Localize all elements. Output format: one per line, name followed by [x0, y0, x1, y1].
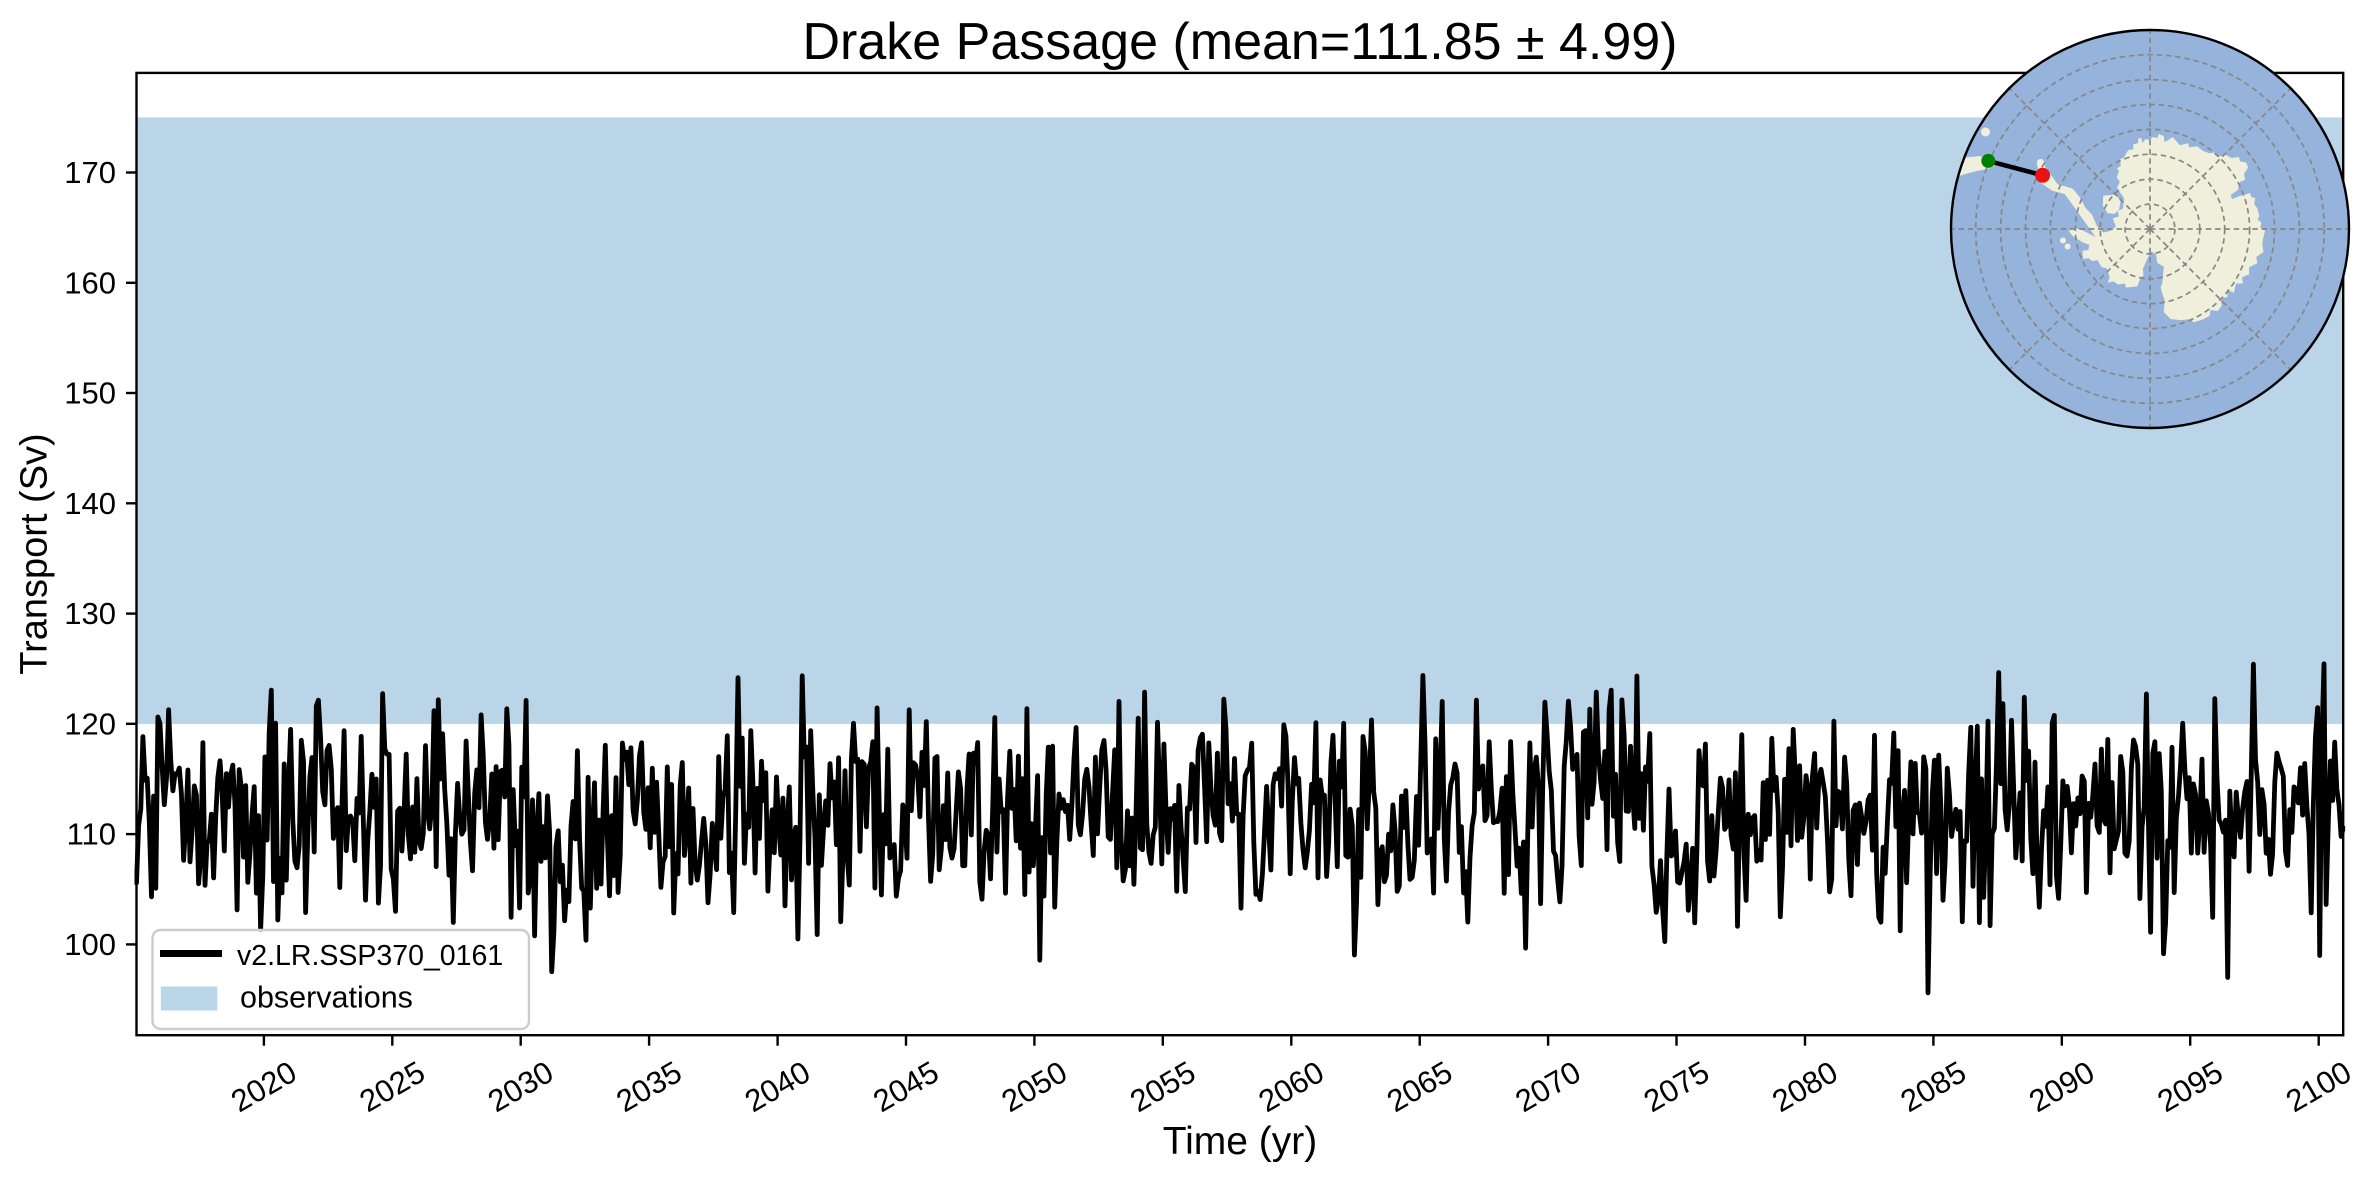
- svg-text:Drake Passage (mean=111.85 ± 4: Drake Passage (mean=111.85 ± 4.99): [802, 13, 1677, 71]
- svg-text:observations: observations: [240, 981, 413, 1015]
- svg-text:Transport (Sv): Transport (Sv): [14, 433, 56, 674]
- svg-text:110: 110: [67, 817, 116, 852]
- svg-text:100: 100: [64, 927, 116, 962]
- svg-text:v2.LR.SSP370_0161: v2.LR.SSP370_0161: [237, 940, 503, 972]
- svg-text:Time (yr): Time (yr): [1163, 1120, 1318, 1163]
- svg-text:170: 170: [64, 155, 116, 190]
- svg-text:140: 140: [64, 486, 116, 521]
- svg-text:120: 120: [64, 706, 116, 741]
- svg-text:130: 130: [64, 596, 116, 631]
- svg-text:160: 160: [64, 265, 116, 300]
- svg-text:150: 150: [64, 376, 116, 411]
